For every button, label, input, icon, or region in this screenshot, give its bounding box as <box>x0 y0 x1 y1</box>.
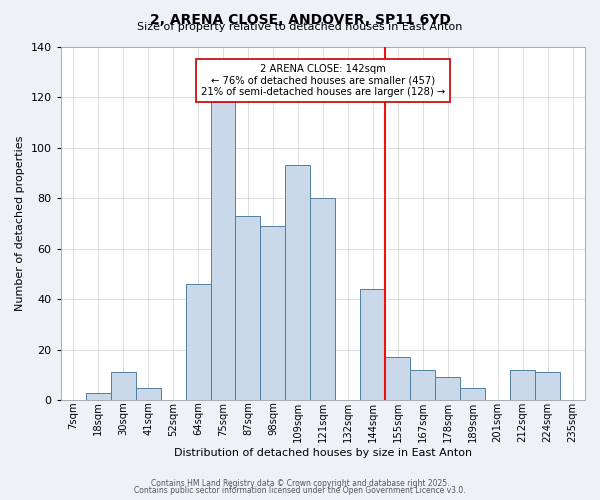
Bar <box>286 165 310 400</box>
Bar <box>460 388 485 400</box>
Text: Contains HM Land Registry data © Crown copyright and database right 2025.: Contains HM Land Registry data © Crown c… <box>151 478 449 488</box>
Bar <box>235 216 260 400</box>
Bar <box>310 198 335 400</box>
X-axis label: Distribution of detached houses by size in East Anton: Distribution of detached houses by size … <box>174 448 472 458</box>
Text: 2, ARENA CLOSE, ANDOVER, SP11 6YD: 2, ARENA CLOSE, ANDOVER, SP11 6YD <box>149 12 451 26</box>
Bar <box>211 102 235 400</box>
Bar <box>185 284 211 400</box>
Bar <box>86 392 110 400</box>
Text: 2 ARENA CLOSE: 142sqm
← 76% of detached houses are smaller (457)
21% of semi-det: 2 ARENA CLOSE: 142sqm ← 76% of detached … <box>201 64 445 98</box>
Bar <box>435 378 460 400</box>
Bar <box>110 372 136 400</box>
Y-axis label: Number of detached properties: Number of detached properties <box>15 136 25 311</box>
Bar <box>385 357 410 400</box>
Bar <box>410 370 435 400</box>
Bar <box>136 388 161 400</box>
Text: Size of property relative to detached houses in East Anton: Size of property relative to detached ho… <box>137 22 463 32</box>
Bar <box>260 226 286 400</box>
Bar <box>535 372 560 400</box>
Bar <box>510 370 535 400</box>
Bar <box>361 289 385 400</box>
Text: Contains public sector information licensed under the Open Government Licence v3: Contains public sector information licen… <box>134 486 466 495</box>
